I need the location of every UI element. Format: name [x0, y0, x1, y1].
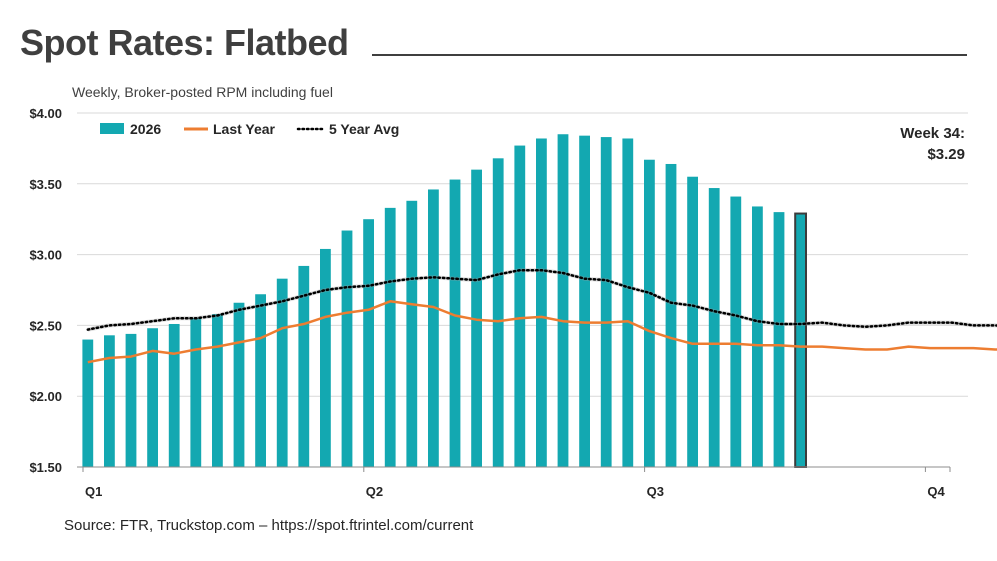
bar: [212, 314, 223, 467]
bar: [104, 335, 115, 467]
bar: [536, 138, 547, 467]
y-tick-label: $3.50: [29, 177, 62, 192]
bar: [687, 176, 698, 467]
legend-label-2026: 2026: [130, 121, 161, 137]
bar: [428, 189, 439, 468]
legend-label-5yr-avg: 5 Year Avg: [329, 121, 399, 137]
chart-subtitle: Weekly, Broker-posted RPM including fuel: [72, 84, 333, 100]
legend-label-last-year: Last Year: [213, 121, 276, 137]
bar: [147, 328, 158, 467]
bar: [471, 169, 482, 467]
x-axis: Q1 Q2 Q3 Q4: [77, 466, 951, 499]
callout-value: $3.29: [927, 146, 965, 163]
bar: [341, 230, 353, 467]
y-tick-label: $2.50: [29, 318, 62, 333]
x-tick-label: Q2: [366, 484, 383, 499]
bar: [557, 134, 569, 468]
y-tick-label: $2.00: [29, 389, 62, 404]
bars-2026: [82, 134, 808, 468]
bar: [384, 207, 396, 467]
x-tick-label: Q4: [927, 484, 945, 499]
bar: [449, 179, 461, 467]
bar: [125, 333, 137, 467]
latest-week-callout: Week 34: $3.29: [900, 123, 965, 165]
line-5yr-avg: [86, 268, 997, 331]
x-tick-label: Q1: [85, 484, 102, 499]
bar: [233, 302, 245, 467]
bar: [773, 212, 785, 467]
bar: [320, 248, 331, 467]
legend: 2026 Last Year 5 Year Avg: [100, 121, 399, 137]
bar: [514, 145, 526, 467]
bar: [363, 219, 374, 467]
callout-week: Week 34:: [900, 125, 965, 142]
bar: [752, 206, 763, 467]
legend-swatch-2026: [100, 123, 124, 134]
bar: [276, 278, 288, 467]
bar: [255, 294, 266, 467]
bar: [600, 137, 612, 467]
bar: [298, 265, 310, 467]
source-note: Source: FTR, Truckstop.com – https://spo…: [64, 517, 474, 534]
bar: [190, 318, 202, 467]
bar: [492, 158, 504, 467]
bar: [406, 200, 418, 468]
title-rule: [372, 54, 967, 56]
bar: [708, 188, 720, 467]
line-last-year: [87, 300, 997, 364]
bar-highlight: [794, 212, 808, 468]
y-tick-label: $4.00: [29, 106, 62, 121]
bar: [168, 323, 180, 467]
x-tick-label: Q3: [647, 484, 664, 499]
series-lines: [86, 268, 997, 364]
chart-title: Spot Rates: Flatbed: [20, 22, 349, 63]
bar: [644, 159, 655, 467]
bar: [665, 163, 677, 467]
y-axis-tick-labels: $1.50 $2.00 $2.50 $3.00 $3.50 $4.00: [29, 106, 62, 475]
y-tick-label: $1.50: [29, 460, 62, 475]
bar: [82, 339, 94, 467]
y-tick-label: $3.00: [29, 248, 62, 263]
bar: [622, 138, 634, 467]
bar: [579, 135, 590, 467]
bar: [730, 196, 742, 467]
